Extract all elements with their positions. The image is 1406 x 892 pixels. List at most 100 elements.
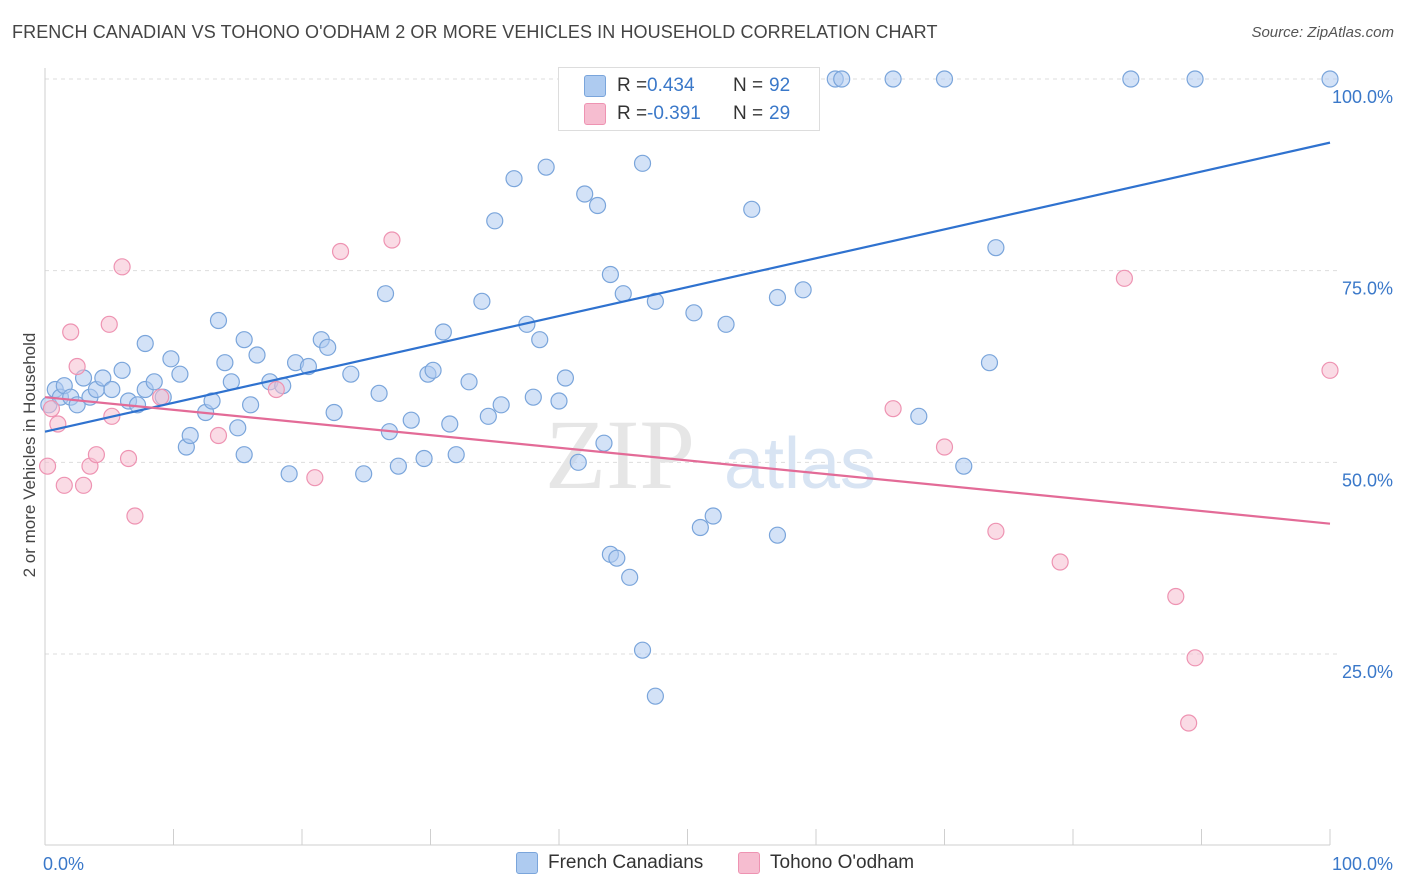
data-point (171, 365, 189, 383)
data-point (103, 380, 121, 399)
data-point (1186, 70, 1204, 88)
data-point (1051, 553, 1069, 571)
data-point (743, 200, 761, 218)
data-point (62, 323, 80, 341)
data-point (383, 231, 401, 249)
data-point (424, 361, 442, 379)
data-point (441, 415, 459, 433)
data-point (38, 457, 57, 475)
data-point (691, 518, 709, 537)
data-point (633, 641, 652, 659)
r-value: -0.391 (647, 103, 701, 124)
data-point (74, 476, 93, 494)
data-point (460, 373, 478, 391)
data-point (910, 407, 928, 425)
data-point (355, 465, 373, 483)
data-point (621, 568, 639, 586)
data-point (717, 315, 735, 333)
data-point (479, 407, 497, 425)
data-point (569, 453, 587, 471)
data-point (181, 426, 199, 445)
data-point (524, 388, 542, 406)
data-point (415, 449, 433, 468)
data-point (1180, 714, 1198, 732)
r-label: R = (617, 75, 648, 96)
data-point (216, 354, 234, 372)
trend-line-tohono-oodham (44, 396, 1331, 525)
r-value: 0.434 (647, 75, 695, 96)
data-point (633, 154, 652, 172)
x-tick-label: 100.0% (1332, 854, 1393, 874)
data-point (94, 369, 112, 387)
data-point (884, 70, 902, 88)
data-point (935, 70, 954, 88)
data-point (209, 311, 228, 330)
data-point (601, 265, 620, 284)
data-point (113, 361, 131, 379)
r-label: R = (617, 103, 648, 124)
data-point (145, 373, 163, 391)
data-point (235, 331, 253, 349)
data-point (794, 281, 812, 299)
n-label: N = (733, 75, 764, 96)
data-point (55, 476, 73, 494)
blue-swatch (516, 852, 538, 874)
data-point (1321, 70, 1339, 88)
pink-swatch (584, 103, 606, 125)
data-point (267, 380, 285, 399)
data-point (136, 334, 154, 353)
blue-swatch (584, 75, 606, 97)
n-value: 29 (769, 103, 791, 124)
legend-item-french-canadians[interactable]: French Canadians (516, 852, 703, 874)
data-point (229, 419, 247, 437)
legend-label: Tohono O'odham (770, 852, 915, 873)
data-point (152, 388, 170, 406)
trend-lines (44, 141, 1331, 525)
data-point (376, 285, 395, 303)
data-point (1321, 361, 1339, 379)
data-point (119, 449, 138, 468)
y-tick-label: 25.0% (1342, 662, 1393, 682)
data-point (955, 457, 973, 475)
data-point (235, 446, 253, 464)
y-tick-label: 50.0% (1342, 470, 1393, 490)
series-french-canadians (40, 70, 1339, 705)
watermark: ZIP atlas (545, 399, 876, 510)
chart-title: FRENCH CANADIAN VS TOHONO O'ODHAM 2 OR M… (12, 22, 938, 42)
data-point (126, 507, 144, 525)
axes (44, 68, 1331, 846)
data-point (331, 242, 350, 261)
pink-swatch (738, 852, 760, 874)
data-point (87, 446, 106, 464)
data-point (556, 369, 575, 387)
data-point (402, 411, 420, 429)
data-point (248, 346, 266, 364)
source-label: Source: ZipAtlas.com (1251, 24, 1394, 41)
data-point (492, 396, 510, 414)
data-point (537, 158, 555, 176)
data-point (935, 438, 954, 456)
data-point (1186, 649, 1204, 667)
data-point (980, 354, 999, 372)
x-tick-label: 0.0% (43, 854, 84, 874)
series-legend: French Canadians Tohono O'odham (0, 852, 1406, 878)
data-point (242, 396, 260, 414)
data-point (1167, 587, 1185, 606)
data-point (833, 70, 851, 88)
data-point (473, 292, 491, 310)
legend-item-tohono-oodham[interactable]: Tohono O'odham (738, 852, 914, 874)
data-point (576, 185, 594, 203)
n-label: N = (733, 103, 764, 124)
data-point (768, 288, 787, 307)
data-point (370, 384, 388, 402)
data-point (550, 392, 568, 410)
data-point (685, 304, 703, 322)
legend-label: French Canadians (548, 852, 704, 873)
stats-legend: R = 0.434 N = 92 R = -0.391 N = 29 (558, 67, 820, 131)
data-point (42, 400, 61, 418)
data-point (389, 457, 407, 475)
data-point (646, 687, 664, 705)
data-point (486, 212, 504, 230)
gridlines (45, 78, 1340, 655)
